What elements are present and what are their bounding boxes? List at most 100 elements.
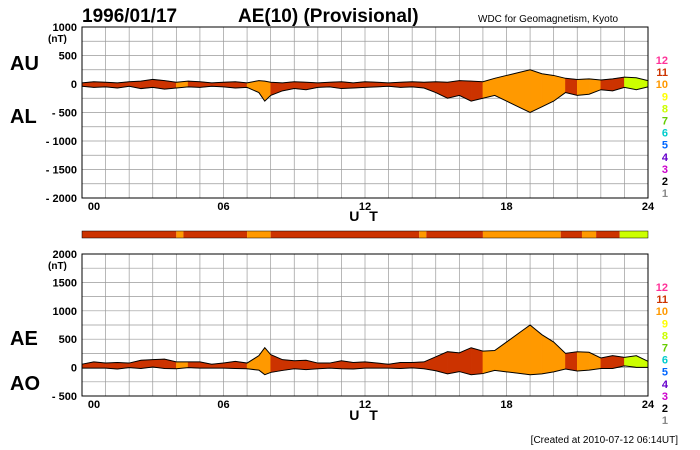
x-tick-label: 18 xyxy=(500,201,512,213)
au-al-band xyxy=(600,78,613,92)
au-al-band xyxy=(518,69,531,113)
activity-bar-segment xyxy=(560,231,582,238)
ae-ao-y-ticks: 2000 1500 1000 500 0 - 500 xyxy=(52,249,77,403)
ae-ao-band xyxy=(246,355,260,371)
au-al-unit: (nT) xyxy=(48,34,67,45)
ae-ao-band xyxy=(294,359,307,370)
activity-bar-segment xyxy=(176,231,184,238)
y-tick-label: - 2000 xyxy=(46,193,77,205)
activity-scale-level: 7 xyxy=(662,343,668,355)
activity-bar-segment xyxy=(270,231,420,238)
x-tick-label: 24 xyxy=(642,399,655,411)
activity-scale-level: 8 xyxy=(662,330,668,342)
activity-bar-segment xyxy=(619,231,648,238)
ae-ao-band xyxy=(435,351,448,375)
x-tick-label: 18 xyxy=(500,399,512,411)
y-tick-label: 0 xyxy=(71,79,77,91)
activity-bar-segment xyxy=(426,231,483,238)
activity-bar-segment xyxy=(247,231,271,238)
ae-ao-band xyxy=(470,347,484,375)
activity-scale-level: 6 xyxy=(662,355,668,367)
activity-scale-level: 5 xyxy=(662,367,668,379)
y-tick-label: - 500 xyxy=(52,108,77,120)
activity-bar-segment xyxy=(82,231,177,238)
activity-bar-frame xyxy=(81,230,649,239)
organization-label: WDC for Geomagnetism, Kyoto xyxy=(478,14,618,25)
activity-bar-segment xyxy=(482,231,561,238)
ae-label: AE xyxy=(10,328,38,350)
x-tick-label: 12 xyxy=(359,201,371,213)
au-al-grid xyxy=(81,26,649,199)
au-al-x-axis-label: U T xyxy=(349,208,381,224)
ae-ao-unit: (nT) xyxy=(48,261,67,272)
activity-scale-level: 2 xyxy=(662,176,668,188)
activity-scale-level: 4 xyxy=(662,152,669,164)
chart-date: 1996/01/17 xyxy=(82,6,177,27)
y-tick-label: 1500 xyxy=(53,277,77,289)
au-al-y-ticks: 1000 500 0 - 500 - 1000 - 1500 - 2000 xyxy=(46,22,77,205)
au-al-band xyxy=(423,81,436,93)
ae-ao-band xyxy=(482,350,495,374)
y-tick-label: 2000 xyxy=(53,249,77,261)
ae-ao-frame xyxy=(81,253,649,397)
ae-ao-band xyxy=(529,324,543,375)
activity-color-bar xyxy=(81,230,649,239)
x-tick-label: 12 xyxy=(359,399,371,411)
activity-scale-level: 1 xyxy=(662,415,668,427)
activity-scale-level: 5 xyxy=(662,140,668,152)
al-trace-line xyxy=(81,85,649,114)
activity-scale-level: 9 xyxy=(662,318,668,330)
au-al-band xyxy=(470,80,484,102)
y-tick-label: 500 xyxy=(59,334,77,346)
au-al-x-ticks: 00 06 12 18 24 xyxy=(88,201,655,213)
activity-bar-segment xyxy=(419,231,427,238)
created-timestamp: [Created at 2010-07-12 06:14UT] xyxy=(531,435,679,446)
activity-scale-level: 12 xyxy=(656,282,668,294)
activity-scale-level: 8 xyxy=(662,103,668,115)
au-al-band xyxy=(494,75,507,102)
ao-trace-line xyxy=(82,365,648,376)
ae-ao-band xyxy=(553,341,566,373)
au-al-trace xyxy=(81,69,649,114)
al-label: AL xyxy=(10,106,37,128)
au-al-band xyxy=(577,78,590,96)
y-tick-label: 1000 xyxy=(53,22,77,34)
activity-scale-level: 11 xyxy=(656,294,668,306)
ao-label: AO xyxy=(10,373,40,395)
activity-bar-segment xyxy=(183,231,248,238)
ae-ao-band xyxy=(447,351,460,375)
y-tick-label: 0 xyxy=(71,363,77,375)
ae-trace-line xyxy=(81,324,649,365)
au-trace-line xyxy=(81,69,649,84)
x-tick-label: 00 xyxy=(88,201,100,213)
ae-ao-band xyxy=(577,351,590,372)
activity-scale-level: 11 xyxy=(656,67,668,79)
ae-ao-fill xyxy=(81,324,649,376)
y-tick-label: - 500 xyxy=(52,391,77,403)
activity-scale-level: 10 xyxy=(656,306,668,318)
activity-scale-level: 6 xyxy=(662,128,668,140)
x-tick-label: 00 xyxy=(88,399,100,411)
activity-bar-segment xyxy=(596,231,620,238)
activity-scale-level: 1 xyxy=(662,188,668,200)
y-tick-label: - 1500 xyxy=(46,165,77,177)
au-al-band xyxy=(529,69,543,113)
ae-ao-band xyxy=(565,351,578,372)
activity-scale-level: 3 xyxy=(662,164,668,176)
activity-scale-level: 12 xyxy=(656,55,668,67)
ae-ao-band xyxy=(635,355,649,368)
au-al-fill xyxy=(81,69,649,113)
y-tick-label: - 1000 xyxy=(46,136,77,148)
y-tick-label: 500 xyxy=(59,51,77,63)
x-tick-label: 06 xyxy=(217,201,229,213)
au-label: AU xyxy=(10,53,39,75)
activity-scale-level: 2 xyxy=(662,403,668,415)
activity-bar-segment xyxy=(581,231,597,238)
au-al-frame xyxy=(81,26,649,199)
x-tick-label: 24 xyxy=(642,201,655,213)
y-tick-label: 1000 xyxy=(53,306,77,318)
